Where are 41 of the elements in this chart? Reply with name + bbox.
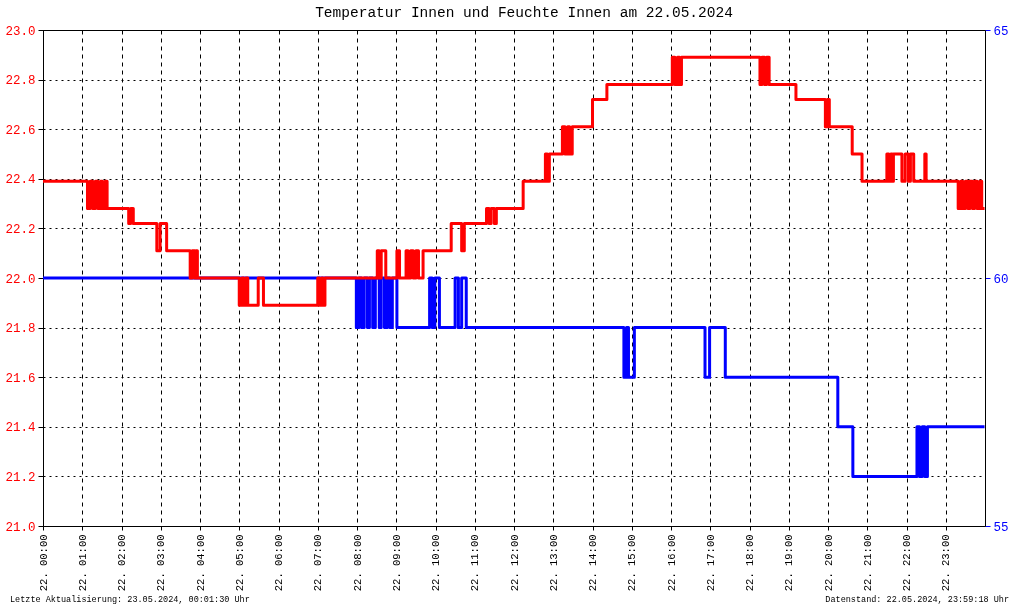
y2-tick-label: 65 bbox=[993, 24, 1009, 39]
x-tick-label: 22. 07:00 bbox=[312, 534, 325, 592]
y2-tick-label: 55 bbox=[993, 520, 1009, 535]
chart-title: Temperatur Innen und Feuchte Innen am 22.05.2024 bbox=[315, 5, 733, 21]
x-tick-label: 22. 18:00 bbox=[744, 534, 756, 592]
x-tick-label: 22. 17:00 bbox=[704, 534, 717, 592]
y-tick-label: 21.4 bbox=[5, 421, 36, 436]
text: Datenstand: 22.05.2024, 23:59:18 Uhr bbox=[825, 595, 1009, 605]
x-tick-label: 22. 08:00 bbox=[351, 534, 364, 592]
x-tick-label: 22. 12:00 bbox=[508, 534, 521, 592]
x-tick-label: 22. 19:00 bbox=[783, 534, 796, 592]
x-tick-label: 22. 22:00 bbox=[901, 534, 913, 592]
x-tick-label: 22. 15:00 bbox=[626, 534, 639, 592]
y-tick-label: 22.8 bbox=[5, 74, 36, 89]
x-tick-label: 22. 20:00 bbox=[822, 534, 835, 592]
x-tick-label: 22. 04:00 bbox=[194, 534, 207, 592]
x-tick-label: 22. 05:00 bbox=[233, 534, 246, 592]
x-tick-label: 22. 16:00 bbox=[665, 534, 678, 592]
y-tick-label: 21.8 bbox=[5, 322, 36, 337]
x-tick-label: 22. 11:00 bbox=[469, 534, 482, 592]
x-tick-label: 22. 06:00 bbox=[273, 534, 285, 592]
y-tick-label: 22.2 bbox=[5, 222, 36, 237]
y-tick-label: 23.0 bbox=[5, 24, 36, 39]
text: Letzte Aktualisierung: 23.05.2024, 00:01:30 Uhr bbox=[10, 595, 250, 605]
x-tick-label: 22. 00:00 bbox=[37, 534, 50, 592]
y-tick-label: 22.0 bbox=[5, 272, 36, 287]
x-tick-label: 22. 14:00 bbox=[587, 534, 599, 592]
y-tick-label: 22.6 bbox=[5, 123, 36, 138]
x-tick-label: 22. 03:00 bbox=[155, 534, 168, 592]
y-tick-label: 22.4 bbox=[5, 173, 36, 188]
x-tick-label: 22. 10:00 bbox=[430, 534, 442, 592]
x-tick-label: 22. 21:00 bbox=[861, 534, 874, 592]
x-tick-label: 22. 13:00 bbox=[547, 534, 560, 592]
y-tick-label: 21.6 bbox=[5, 371, 36, 386]
x-tick-label: 22. 09:00 bbox=[390, 534, 403, 592]
x-tick-label: 22. 23:00 bbox=[940, 534, 953, 592]
y-tick-label: 21.0 bbox=[5, 520, 36, 535]
y2-tick-label: 60 bbox=[993, 272, 1009, 287]
x-tick-label: 22. 01:00 bbox=[76, 534, 89, 592]
y-tick-label: 21.2 bbox=[5, 470, 36, 485]
x-tick-label: 22. 02:00 bbox=[116, 534, 128, 592]
